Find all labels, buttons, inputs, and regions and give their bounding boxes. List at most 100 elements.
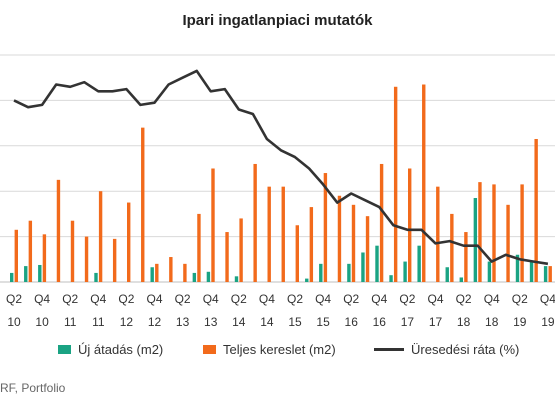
bar-total-demand-12 — [183, 263, 187, 282]
bar-new-delivery-31 — [445, 267, 449, 282]
x-tick-label-bottom-2: 10 — [35, 315, 49, 329]
bar-total-demand-18 — [267, 186, 271, 282]
bar-total-demand-20 — [295, 225, 299, 282]
x-tick-label-bottom-10: 12 — [148, 315, 162, 329]
x-tick-label-bottom-18: 14 — [260, 315, 274, 329]
bar-new-delivery-1 — [24, 266, 28, 282]
bar-total-demand-1 — [28, 220, 33, 282]
bar-total-demand-30 — [436, 186, 440, 282]
bar-new-delivery-37 — [529, 261, 534, 282]
x-tick-label-top-2: Q4 — [34, 292, 50, 306]
x-tick-label-top-12: Q2 — [175, 292, 191, 306]
bar-total-demand-24 — [351, 204, 356, 282]
x-tick-label-top-30: Q4 — [427, 292, 443, 306]
x-tick-label-top-32: Q2 — [456, 292, 472, 306]
bar-total-demand-32 — [464, 232, 468, 282]
bar-new-delivery-10 — [150, 267, 154, 282]
bar-total-demand-33 — [478, 182, 482, 282]
bar-total-demand-36 — [520, 184, 524, 282]
bar-new-delivery-36 — [515, 254, 520, 282]
legend-item-total-demand: Teljes kereslet (m2) — [203, 342, 336, 357]
legend-label-vacancy-rate: Üresedési ráta (%) — [411, 342, 520, 357]
bar-new-delivery-14 — [206, 271, 211, 282]
bar-total-demand-2 — [42, 234, 47, 282]
legend-swatch-new-delivery — [58, 345, 71, 354]
x-tick-label-top-0: Q2 — [6, 292, 22, 306]
bar-total-demand-19 — [281, 186, 285, 282]
bar-total-demand-11 — [169, 257, 173, 282]
x-axis-ticks: Q2 10 Q4 10 Q2 11 Q4 11 Q2 12 Q4 12 Q2 13 Q4 13 Q2 14 Q4 14… — [6, 292, 555, 329]
x-tick-label-bottom-28: 17 — [401, 315, 415, 329]
bar-total-demand-4 — [70, 220, 75, 282]
x-tick-label-top-8: Q2 — [118, 292, 134, 306]
x-tick-label-top-38: Q4 — [540, 292, 555, 306]
bar-total-demand-28 — [408, 168, 412, 282]
legend-label-total-demand: Teljes kereslet (m2) — [223, 342, 336, 357]
bar-total-demand-9 — [141, 127, 145, 282]
bar-new-delivery-33 — [473, 198, 478, 282]
x-tick-label-top-34: Q4 — [484, 292, 500, 306]
grid-lines — [0, 54, 555, 283]
bar-new-delivery-26 — [375, 245, 379, 282]
x-tick-label-bottom-22: 15 — [316, 315, 330, 329]
x-tick-label-top-16: Q2 — [231, 292, 247, 306]
bar-total-demand-17 — [253, 163, 257, 282]
bar-total-demand-14 — [211, 168, 215, 282]
bar-total-demand-23 — [337, 195, 342, 282]
legend-item-vacancy-rate: Üresedési ráta (%) — [374, 342, 519, 357]
bar-total-demand-5 — [84, 236, 89, 282]
x-tick-label-bottom-32: 18 — [457, 315, 471, 329]
x-tick-label-bottom-14: 13 — [204, 315, 218, 329]
x-tick-label-bottom-36: 19 — [513, 315, 527, 329]
bar-total-demand-34 — [492, 184, 496, 282]
x-tick-label-top-14: Q4 — [203, 292, 219, 306]
x-tick-label-bottom-0: 10 — [7, 315, 21, 329]
bar-total-demand-25 — [365, 216, 370, 282]
bar-total-demand-3 — [56, 179, 61, 282]
bar-total-demand-27 — [393, 86, 398, 282]
bar-total-demand-38 — [548, 266, 552, 282]
bar-new-delivery-2 — [38, 264, 42, 282]
x-tick-label-top-4: Q2 — [62, 292, 78, 306]
x-tick-label-bottom-38: 19 — [541, 315, 555, 329]
bar-new-delivery-28 — [403, 261, 407, 282]
x-tick-label-top-24: Q2 — [343, 292, 359, 306]
bar-new-delivery-32 — [459, 277, 463, 282]
bar-total-demand-29 — [422, 84, 426, 282]
legend-label-new-delivery: Új átadás (m2) — [78, 342, 164, 357]
source-note: RF, Portfolio — [0, 381, 66, 395]
bar-total-demand-31 — [450, 213, 454, 282]
x-tick-label-bottom-8: 12 — [120, 315, 134, 329]
x-tick-label-top-10: Q4 — [146, 292, 162, 306]
bars-new-delivery — [10, 198, 548, 282]
vacancy-line — [13, 69, 549, 266]
bar-new-delivery-21 — [305, 278, 309, 282]
x-tick-label-top-18: Q4 — [259, 292, 275, 306]
bar-new-delivery-38 — [543, 266, 548, 282]
x-tick-label-top-6: Q4 — [90, 292, 106, 306]
bar-total-demand-22 — [323, 173, 328, 282]
x-tick-label-top-20: Q2 — [287, 292, 303, 306]
bar-new-delivery-34 — [487, 261, 492, 282]
bar-total-demand-16 — [239, 218, 243, 282]
legend-item-new-delivery: Új átadás (m2) — [58, 342, 163, 357]
bar-new-delivery-6 — [94, 272, 98, 282]
bar-total-demand-21 — [309, 207, 314, 282]
bar-new-delivery-24 — [347, 263, 351, 282]
bar-new-delivery-25 — [361, 252, 365, 282]
x-tick-label-bottom-24: 16 — [345, 315, 359, 329]
x-tick-label-top-36: Q2 — [512, 292, 528, 306]
x-tick-label-bottom-12: 13 — [176, 315, 190, 329]
x-tick-label-bottom-4: 11 — [64, 315, 77, 329]
bar-total-demand-8 — [127, 202, 131, 282]
bar-new-delivery-13 — [192, 272, 197, 282]
bar-new-delivery-0 — [10, 272, 14, 282]
bar-total-demand-13 — [197, 213, 201, 282]
x-tick-label-top-22: Q4 — [315, 292, 331, 306]
bar-total-demand-7 — [112, 238, 117, 282]
bar-total-demand-0 — [14, 229, 18, 282]
bar-total-demand-15 — [225, 232, 229, 282]
bar-new-delivery-27 — [389, 275, 393, 282]
legend-swatch-total-demand — [203, 345, 216, 354]
